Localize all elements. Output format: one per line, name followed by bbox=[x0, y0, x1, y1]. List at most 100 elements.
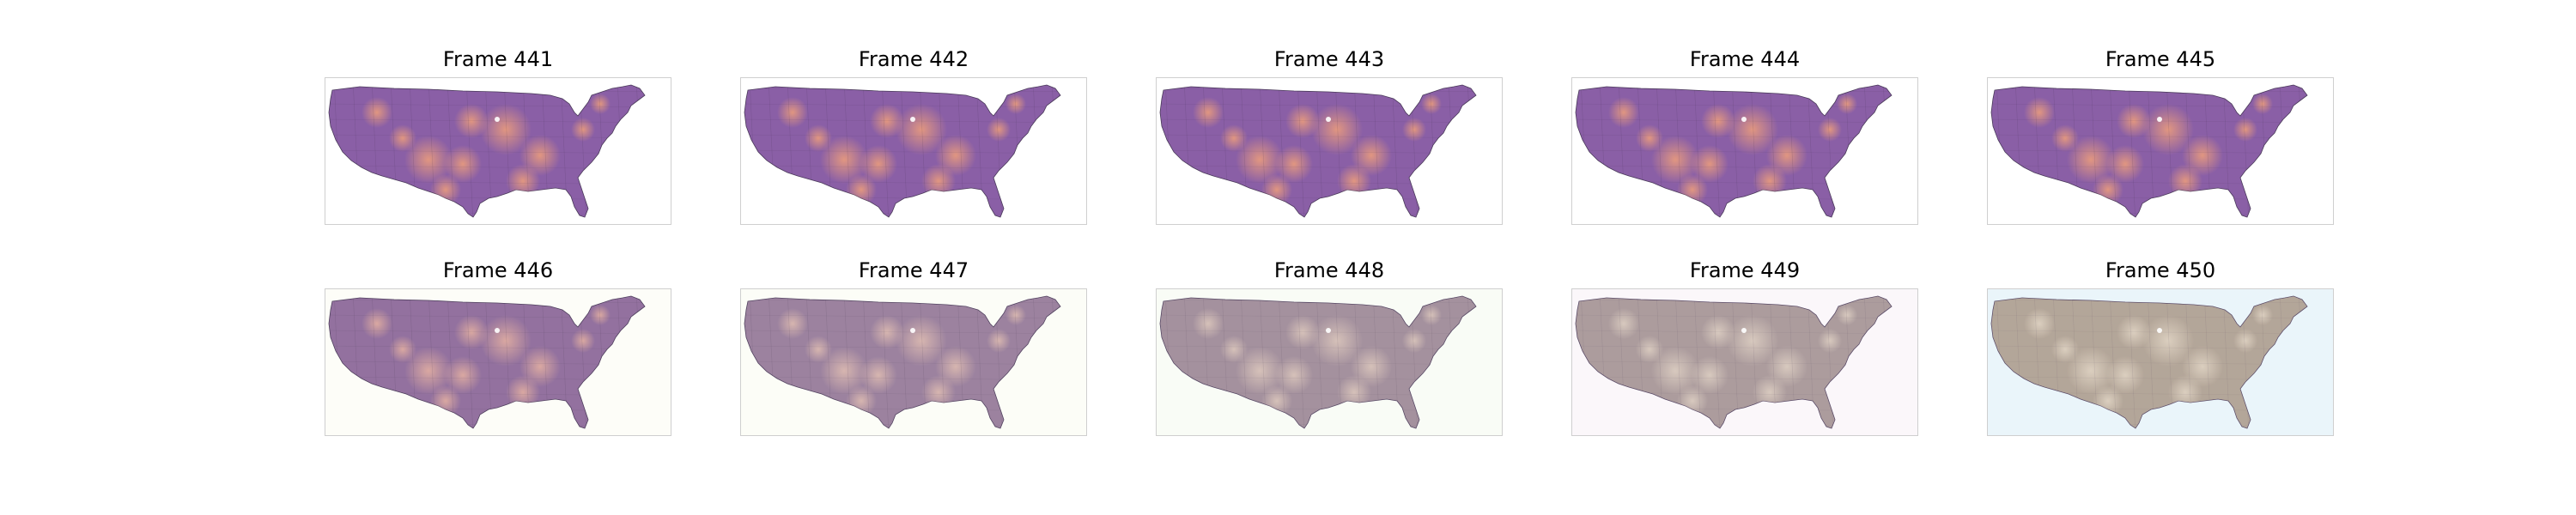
marker-dot bbox=[910, 328, 915, 333]
texture-line bbox=[329, 196, 645, 201]
heat-spots bbox=[1576, 296, 1892, 428]
texture-line bbox=[1160, 314, 1476, 319]
frame-title: Frame 447 bbox=[858, 258, 969, 282]
texture-line bbox=[1991, 407, 2307, 412]
us-heatmap bbox=[1159, 295, 1477, 429]
texture-line bbox=[744, 103, 1060, 108]
us-land-shape bbox=[1990, 84, 2308, 218]
heat-spot bbox=[1651, 347, 1699, 395]
us-land-shape bbox=[1575, 84, 1893, 218]
marker-dot bbox=[2157, 328, 2162, 333]
map-frame bbox=[325, 288, 671, 436]
heat-spot bbox=[2024, 308, 2055, 339]
heat-spot bbox=[1727, 104, 1778, 155]
frame-panel: Frame 442 bbox=[740, 45, 1087, 225]
heat-spot bbox=[2067, 136, 2115, 184]
heat-spot bbox=[2106, 356, 2144, 394]
heat-spot bbox=[1193, 97, 1224, 128]
heat-spot bbox=[2142, 315, 2194, 367]
heat-spot bbox=[1701, 315, 1735, 349]
marker-dot bbox=[1326, 117, 1331, 122]
marker-dot bbox=[1326, 328, 1331, 333]
texture-line bbox=[1297, 85, 1305, 217]
texture-line bbox=[1576, 103, 1892, 108]
texture-line bbox=[1991, 196, 2307, 201]
marker-dot bbox=[1741, 328, 1747, 333]
texture-line bbox=[1576, 314, 1892, 319]
map-frame bbox=[1987, 288, 2334, 436]
heat-spot bbox=[820, 347, 868, 395]
heat-spot bbox=[404, 347, 453, 395]
heat-spot bbox=[1691, 356, 1728, 394]
us-heatmap bbox=[1575, 84, 1893, 218]
heat-spot bbox=[444, 145, 482, 183]
texture-line bbox=[1576, 196, 1892, 201]
heat-spot bbox=[2168, 375, 2202, 409]
heat-spot bbox=[870, 315, 904, 349]
heat-spot bbox=[860, 145, 897, 183]
heat-spot bbox=[1818, 329, 1842, 353]
texture-line bbox=[1160, 211, 1476, 216]
texture-line bbox=[1297, 296, 1305, 428]
heat-spot bbox=[921, 164, 956, 198]
heat-spot bbox=[1311, 315, 1363, 367]
texture-line bbox=[1576, 422, 1892, 427]
texture-line bbox=[329, 422, 645, 427]
heat-spot bbox=[1285, 315, 1320, 349]
us-land-shape bbox=[744, 295, 1061, 429]
heat-spot bbox=[1636, 124, 1663, 152]
texture-line bbox=[1712, 296, 1721, 428]
heat-spot bbox=[2252, 94, 2273, 114]
heat-spot bbox=[361, 97, 392, 128]
heat-spot bbox=[2106, 145, 2144, 183]
heat-spot bbox=[1677, 174, 1708, 205]
heat-spot bbox=[1337, 164, 1371, 198]
map-frame bbox=[1571, 288, 1918, 436]
texture-line bbox=[1693, 296, 1702, 428]
frame-title: Frame 442 bbox=[858, 47, 969, 71]
frame-title: Frame 441 bbox=[442, 47, 554, 71]
texture-line bbox=[744, 211, 1060, 216]
texture-line bbox=[1160, 407, 1476, 412]
heat-spot bbox=[2233, 329, 2257, 353]
heat-spot bbox=[2117, 315, 2151, 349]
heat-spot bbox=[389, 336, 416, 363]
heat-spot bbox=[805, 124, 832, 152]
us-heatmap bbox=[744, 295, 1061, 429]
heat-spot bbox=[896, 315, 947, 367]
frame-title: Frame 448 bbox=[1273, 258, 1385, 282]
frame-panel: Frame 447 bbox=[740, 256, 1087, 436]
heat-spot bbox=[2024, 97, 2055, 128]
heat-spot bbox=[1421, 305, 1442, 325]
heat-spot bbox=[1651, 136, 1699, 184]
texture-line bbox=[329, 314, 645, 319]
heat-spot bbox=[1753, 164, 1787, 198]
heat-spot bbox=[777, 308, 808, 339]
heat-spot bbox=[1275, 356, 1313, 394]
texture-line bbox=[2109, 85, 2117, 217]
fade-overlay bbox=[1576, 296, 1892, 428]
texture-line bbox=[329, 407, 645, 412]
heat-spot bbox=[1220, 336, 1248, 363]
frame-panel: Frame 443 bbox=[1156, 45, 1503, 225]
texture-line bbox=[2298, 85, 2306, 217]
heat-spot bbox=[361, 308, 392, 339]
texture-line bbox=[1278, 85, 1286, 217]
heat-spot bbox=[506, 375, 540, 409]
heat-spot bbox=[1220, 124, 1248, 152]
us-land-shape bbox=[1159, 84, 1477, 218]
map-frame bbox=[1987, 77, 2334, 225]
heat-spot bbox=[2252, 305, 2273, 325]
heat-spot bbox=[2093, 174, 2123, 205]
heat-spot bbox=[1818, 118, 1842, 142]
map-frame bbox=[740, 288, 1087, 436]
marker-dot bbox=[1741, 117, 1747, 122]
frame-title: Frame 449 bbox=[1689, 258, 1801, 282]
frame-panel: Frame 449 bbox=[1571, 256, 1918, 436]
us-land-shape bbox=[744, 84, 1061, 218]
heat-spot bbox=[2168, 164, 2202, 198]
heat-spot bbox=[987, 329, 1011, 353]
heat-spot bbox=[846, 174, 877, 205]
texture-line bbox=[465, 85, 474, 217]
